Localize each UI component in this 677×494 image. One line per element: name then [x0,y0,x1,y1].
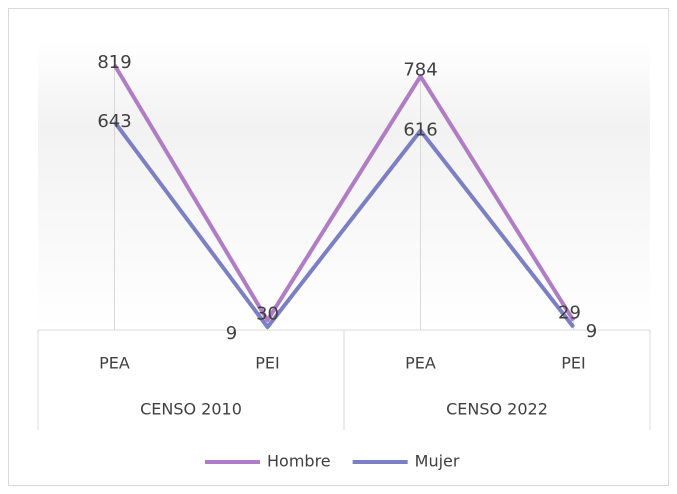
legend-label: Hombre [267,452,331,471]
data-label: 9 [586,321,597,342]
data-label: 9 [226,323,237,344]
legend-label: Mujer [415,452,460,471]
data-label: 29 [558,303,581,324]
group-label: CENSO 2010 [140,400,242,419]
group-label: CENSO 2022 [446,400,548,419]
x-tick-label: PEI [255,354,279,373]
series-line [112,63,576,323]
data-label: 819 [97,52,131,73]
x-tick-label: PEA [405,354,436,373]
data-label: 30 [256,303,279,324]
data-label: 784 [403,59,437,80]
x-tick-label: PEA [99,354,130,373]
x-tick-label: PEI [561,354,585,373]
data-label: 643 [97,111,131,132]
series-line [112,120,576,330]
data-label: 616 [403,120,437,141]
plot-background [38,40,650,330]
